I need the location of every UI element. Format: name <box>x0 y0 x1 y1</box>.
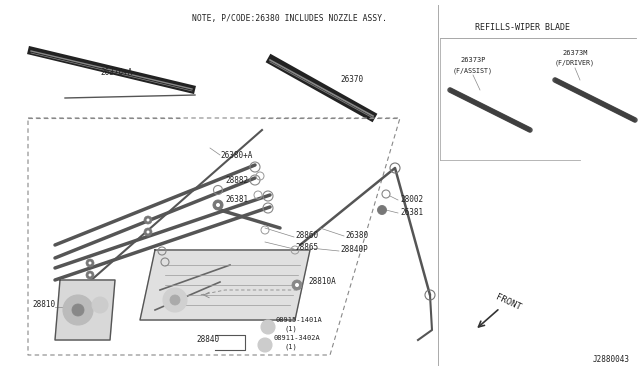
Text: J2880043: J2880043 <box>593 356 630 365</box>
Text: 28865: 28865 <box>295 243 318 252</box>
Text: 08911-3402A: 08911-3402A <box>273 335 320 341</box>
Text: NOTE, P/CODE:26380 INCLUDES NOZZLE ASSY.: NOTE, P/CODE:26380 INCLUDES NOZZLE ASSY. <box>193 13 387 22</box>
Polygon shape <box>55 280 115 340</box>
Circle shape <box>147 231 150 234</box>
Text: 08915-1401A: 08915-1401A <box>276 317 323 323</box>
Text: 28860: 28860 <box>295 231 318 240</box>
Circle shape <box>216 203 220 207</box>
Circle shape <box>92 297 108 313</box>
Circle shape <box>144 216 152 224</box>
Text: (1): (1) <box>285 326 298 333</box>
Text: 26380+A: 26380+A <box>220 151 252 160</box>
Text: 28002: 28002 <box>400 195 423 204</box>
Text: 26373P: 26373P <box>460 57 486 63</box>
Text: 28840: 28840 <box>196 335 219 344</box>
Circle shape <box>213 200 223 210</box>
Circle shape <box>292 280 302 290</box>
Text: 28882: 28882 <box>225 176 248 185</box>
Text: M: M <box>266 324 269 330</box>
Circle shape <box>163 288 187 312</box>
Text: 26381: 26381 <box>400 208 423 217</box>
Circle shape <box>86 259 94 267</box>
Circle shape <box>88 273 92 276</box>
Circle shape <box>72 304 84 316</box>
Text: 26381: 26381 <box>225 195 248 204</box>
Text: 26380: 26380 <box>345 231 368 240</box>
Circle shape <box>144 228 152 236</box>
Text: 28840P: 28840P <box>340 245 368 254</box>
Text: 26373M: 26373M <box>563 50 588 56</box>
Circle shape <box>170 295 180 305</box>
Text: REFILLS-WIPER BLADE: REFILLS-WIPER BLADE <box>475 23 570 32</box>
Text: (F/DRIVER): (F/DRIVER) <box>555 60 595 67</box>
Circle shape <box>295 283 299 287</box>
Circle shape <box>147 218 150 221</box>
Text: 28810A: 28810A <box>308 277 336 286</box>
Circle shape <box>378 205 387 215</box>
Text: 28810: 28810 <box>32 300 55 309</box>
Circle shape <box>88 262 92 264</box>
Text: FRONT: FRONT <box>494 292 522 312</box>
Circle shape <box>261 320 275 334</box>
Text: 26370: 26370 <box>340 75 363 84</box>
Circle shape <box>86 271 94 279</box>
Polygon shape <box>140 250 310 320</box>
Text: 26370+A: 26370+A <box>100 68 132 77</box>
Text: (F/ASSIST): (F/ASSIST) <box>453 67 493 74</box>
Circle shape <box>258 338 272 352</box>
Text: (1): (1) <box>285 344 298 350</box>
Text: N: N <box>264 343 267 347</box>
Circle shape <box>63 295 93 325</box>
